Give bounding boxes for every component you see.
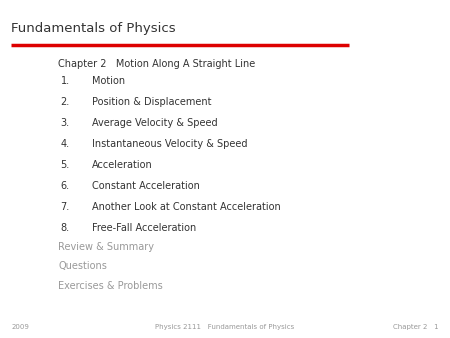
Text: 7.: 7. xyxy=(60,202,70,212)
Text: Physics 2111   Fundamentals of Physics: Physics 2111 Fundamentals of Physics xyxy=(155,323,295,330)
Text: 2.: 2. xyxy=(60,97,70,107)
Text: 6.: 6. xyxy=(61,181,70,191)
Text: Free-Fall Acceleration: Free-Fall Acceleration xyxy=(92,223,197,233)
Text: 3.: 3. xyxy=(61,118,70,128)
Text: Questions: Questions xyxy=(58,261,108,271)
Text: Another Look at Constant Acceleration: Another Look at Constant Acceleration xyxy=(92,202,281,212)
Text: Instantaneous Velocity & Speed: Instantaneous Velocity & Speed xyxy=(92,139,248,149)
Text: Motion: Motion xyxy=(92,76,126,86)
Text: Chapter 2   Motion Along A Straight Line: Chapter 2 Motion Along A Straight Line xyxy=(58,59,256,69)
Text: 1.: 1. xyxy=(61,76,70,86)
Text: 8.: 8. xyxy=(61,223,70,233)
Text: 4.: 4. xyxy=(61,139,70,149)
Text: Fundamentals of Physics: Fundamentals of Physics xyxy=(11,22,176,35)
Text: Position & Displacement: Position & Displacement xyxy=(92,97,212,107)
Text: 5.: 5. xyxy=(60,160,70,170)
Text: Constant Acceleration: Constant Acceleration xyxy=(92,181,200,191)
Text: Review & Summary: Review & Summary xyxy=(58,242,154,252)
Text: Exercises & Problems: Exercises & Problems xyxy=(58,281,163,291)
Text: Acceleration: Acceleration xyxy=(92,160,153,170)
Text: 2009: 2009 xyxy=(11,323,29,330)
Text: Chapter 2   1: Chapter 2 1 xyxy=(393,323,439,330)
Text: Average Velocity & Speed: Average Velocity & Speed xyxy=(92,118,218,128)
